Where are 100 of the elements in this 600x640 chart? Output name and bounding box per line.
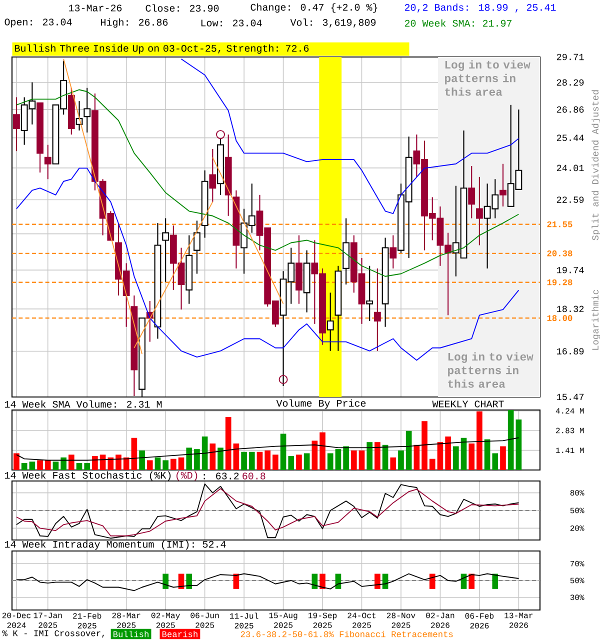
bar — [37, 460, 43, 470]
y-tick-label: 2.83 M — [556, 428, 584, 434]
candlestick — [374, 268, 381, 352]
text: : 63.2 — [204, 472, 239, 480]
x-tick-label: 28-Nov 2025 — [386, 612, 416, 628]
bar — [445, 436, 451, 470]
x-tick-label: 28-Mar 2025 — [112, 612, 140, 628]
candlestick — [366, 265, 374, 322]
text: 60.8 — [242, 472, 266, 480]
text: Change: 0.47 {+2.0 %} — [250, 3, 378, 13]
bar — [139, 450, 145, 470]
y-tick-label: 4.24 M — [556, 408, 584, 414]
candlestick — [194, 220, 200, 274]
candlestick — [500, 163, 506, 207]
candlestick — [209, 148, 216, 202]
y-tick-label: 80% — [570, 490, 584, 496]
y-tick-label: 24.01 — [556, 164, 584, 172]
candlestick — [476, 176, 483, 246]
bar — [225, 416, 232, 470]
bar — [429, 458, 436, 470]
y-axis-title: Split and Dividend Adjusted — [592, 90, 600, 240]
y-tick-label: 18.32 — [556, 306, 584, 312]
y-tick-label: 50% — [570, 508, 584, 514]
candlestick — [468, 165, 476, 219]
bar — [484, 439, 490, 470]
bar — [162, 460, 168, 470]
y-tick-label: 1.41 M — [556, 448, 584, 453]
text: Bullish — [114, 630, 148, 638]
bar — [335, 449, 342, 470]
x-tick-label: 19-Sep 2025 — [308, 612, 337, 628]
y-tick-label: 70% — [570, 560, 584, 566]
y-tick-label: 25.44 — [556, 134, 584, 141]
bar — [264, 450, 271, 470]
candlestick — [162, 218, 170, 282]
line-series — [16, 573, 520, 592]
bar — [52, 462, 59, 470]
bar — [116, 454, 122, 470]
x-tick-label: 24-Oct 2025 — [348, 612, 376, 628]
chart-title: 14 Week SMA Volume: 2.31 M — [5, 400, 162, 408]
candlestick — [326, 292, 334, 352]
bar — [92, 456, 98, 470]
bar — [516, 419, 522, 470]
x-tick-label: 15-Aug 2025 — [269, 612, 298, 628]
bar — [202, 436, 208, 470]
bar — [14, 453, 20, 470]
candlestick — [84, 87, 91, 134]
bar — [210, 443, 216, 470]
text: Logarithmic — [592, 290, 600, 350]
bar — [84, 463, 90, 470]
bar — [154, 457, 161, 470]
bar — [280, 434, 286, 470]
bar — [170, 458, 176, 470]
text: Vol: 3,619,809 — [290, 18, 376, 28]
y-tick-label: 15.47 — [556, 394, 584, 400]
text: (%D) — [176, 471, 198, 481]
bar — [460, 438, 467, 470]
y-tick-label: 30% — [570, 594, 584, 600]
bar — [374, 442, 380, 470]
bar — [241, 452, 247, 470]
y-tick-label: 50% — [570, 578, 584, 584]
bar — [131, 438, 138, 470]
y-tick-label: 29.71 — [556, 54, 584, 60]
candlestick — [390, 234, 397, 269]
bar — [358, 450, 365, 470]
bar — [194, 449, 200, 470]
bar — [476, 411, 482, 470]
text: 20,2 Bands: 18.99 , 25.41 — [404, 4, 556, 13]
candlestick — [13, 96, 20, 152]
text: Volume By Price — [276, 399, 366, 409]
bar — [414, 444, 420, 470]
bar — [178, 457, 184, 470]
bar — [44, 460, 51, 470]
bar — [508, 410, 514, 470]
bar — [296, 454, 302, 470]
band-label: Bullish Three Inside Up on 03-Oct-25, Strength: 72.6 — [15, 44, 309, 54]
text: Close: 23.90 — [146, 4, 219, 12]
line-series — [16, 89, 520, 277]
bar — [492, 453, 498, 470]
text: Open: 23.04 — [4, 18, 72, 28]
x-tick-label: 02-Jan 2026 — [426, 612, 454, 628]
bar — [108, 457, 114, 470]
bar — [500, 446, 506, 470]
ref-line-label: 20.38 — [547, 250, 572, 256]
bar — [343, 446, 349, 470]
bar — [272, 454, 278, 470]
x-tick-label: 20-Dec 2024 — [2, 612, 31, 628]
x-tick-label: 02-May 2025 — [151, 612, 180, 628]
text: WEEKLY CHART — [432, 400, 504, 408]
x-tick-label: 17-Jan 2025 — [34, 612, 62, 628]
bar — [437, 442, 444, 470]
bar — [452, 446, 459, 470]
text: High: 26.86 — [101, 18, 168, 28]
bar — [29, 462, 36, 470]
bar — [248, 452, 255, 470]
x-tick-label: 11-Jul 2025 — [230, 612, 258, 628]
bar — [312, 440, 318, 470]
ref-line-label: 19.28 — [547, 279, 572, 286]
bar — [233, 443, 240, 470]
bar — [60, 457, 66, 470]
y-tick-label: 28.29 — [556, 79, 584, 86]
